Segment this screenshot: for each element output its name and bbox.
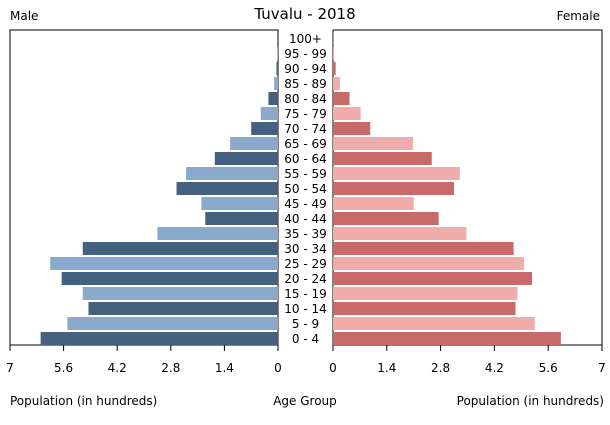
female-bar-30-34 [333,242,514,255]
chart-title: Tuvalu - 2018 [253,5,355,23]
female-bar-95-99 [333,47,335,60]
female-bar-10-14 [333,302,516,315]
male-bars [40,32,279,345]
male-bar-50-54 [176,182,278,195]
female-bar-25-29 [333,257,524,270]
female-label: Female [557,9,600,23]
tick-label: 0 [274,361,282,375]
tick-label: 1.4 [215,361,234,375]
male-bar-95-99 [277,47,278,60]
x-axis-ticks: 7 5.6 4.2 2.8 1.4 0 0 1.4 2.8 4.2 5.6 7 [6,345,606,375]
female-bar-35-39 [333,227,467,240]
male-bar-55-59 [186,167,278,180]
male-bar-75-79 [260,107,278,120]
female-bar-90-94 [333,62,336,75]
age-label: 55 - 59 [284,167,327,181]
age-label: 100+ [289,32,322,46]
age-label: 5 - 9 [292,317,319,331]
female-bar-60-64 [333,152,432,165]
left-x-axis-label: Population (in hundreds) [10,394,157,408]
age-label: 70 - 74 [284,122,327,136]
tick-label: 4.2 [108,361,127,375]
age-label: 50 - 54 [284,182,327,196]
male-bar-20-24 [61,272,278,285]
tick-label: 0 [329,361,337,375]
age-label: 35 - 39 [284,227,327,241]
age-label: 45 - 49 [284,197,327,211]
right-x-axis-label: Population (in hundreds) [457,394,604,408]
age-label: 80 - 84 [284,92,327,106]
female-bar-0-4 [333,332,561,345]
female-bar-65-69 [333,137,413,150]
female-bar-70-74 [333,122,371,135]
age-label: 0 - 4 [292,332,319,346]
female-bar-45-49 [333,197,414,210]
male-bar-25-29 [50,257,279,270]
age-label: 65 - 69 [284,137,327,151]
male-label: Male [10,9,38,23]
age-label: 90 - 94 [284,62,327,76]
age-label: 15 - 19 [284,287,327,301]
male-bar-0-4 [40,332,278,345]
male-bar-100 [277,32,278,45]
age-group-axis-label: Age Group [273,394,337,408]
age-label: 95 - 99 [284,47,327,61]
male-bar-90-94 [276,62,278,75]
age-label: 30 - 34 [284,242,327,256]
tick-label: 1.4 [377,361,396,375]
male-bar-35-39 [157,227,278,240]
male-bar-40-44 [205,212,278,225]
female-bars [333,32,561,345]
female-bar-100 [333,32,334,45]
tick-label: 2.8 [431,361,450,375]
female-bar-55-59 [333,167,460,180]
age-label: 25 - 29 [284,257,327,271]
male-bar-10-14 [88,302,278,315]
female-bar-75-79 [333,107,361,120]
tick-label: 4.2 [485,361,504,375]
age-label: 75 - 79 [284,107,327,121]
age-label: 10 - 14 [284,302,327,316]
male-bar-5-9 [67,317,278,330]
male-bar-45-49 [201,197,278,210]
tick-label: 5.6 [539,361,558,375]
age-label: 85 - 89 [284,77,327,91]
male-bar-70-74 [251,122,278,135]
male-bar-15-19 [82,287,278,300]
female-bar-20-24 [333,272,533,285]
tick-label: 2.8 [161,361,180,375]
female-bar-50-54 [333,182,455,195]
tick-label: 5.6 [54,361,73,375]
male-bar-65-69 [230,137,278,150]
age-label: 60 - 64 [284,152,327,166]
female-bar-85-89 [333,77,340,90]
age-label: 20 - 24 [284,272,327,286]
male-bar-30-34 [82,242,278,255]
female-bar-5-9 [333,317,535,330]
male-bar-80-84 [268,92,278,105]
female-bar-80-84 [333,92,350,105]
male-bar-85-89 [274,77,278,90]
tick-label: 7 [6,361,14,375]
female-bar-15-19 [333,287,518,300]
female-bar-40-44 [333,212,439,225]
age-label: 40 - 44 [284,212,327,226]
male-bar-60-64 [214,152,278,165]
tick-label: 7 [598,361,606,375]
